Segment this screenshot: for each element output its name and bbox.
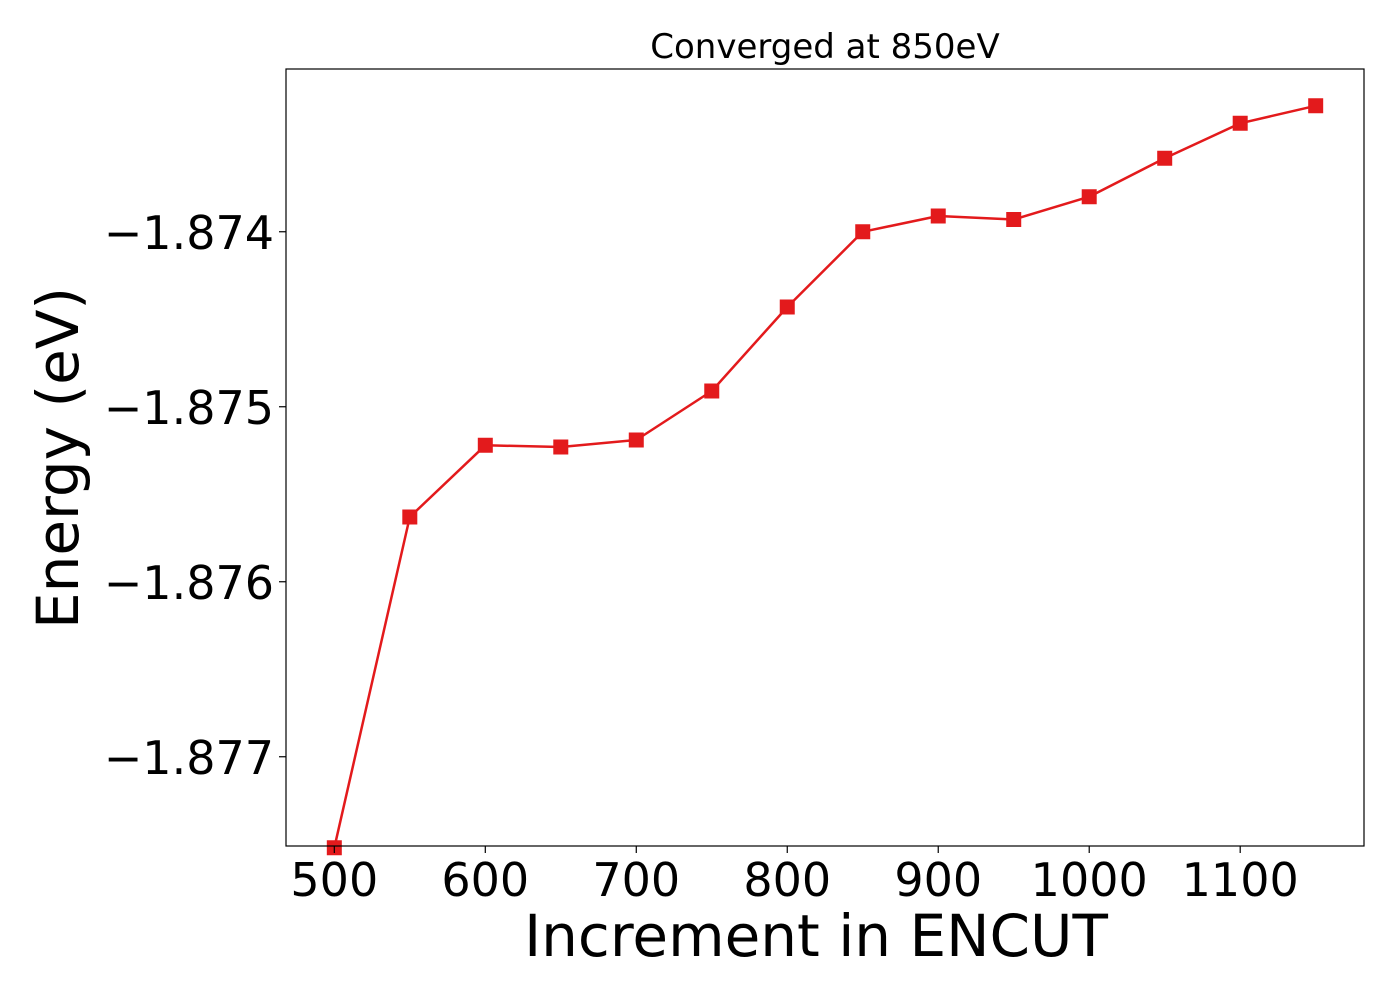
y-tick-label: −1.874 (104, 206, 274, 260)
chart-title: Converged at 850eV (650, 27, 999, 67)
y-tick-label: −1.876 (104, 556, 274, 610)
x-tick-label: 1000 (1031, 853, 1148, 907)
data-point-marker (930, 208, 946, 224)
plot-series (326, 98, 1324, 856)
x-tick-label: 900 (894, 853, 982, 907)
data-point-marker (1232, 115, 1248, 131)
data-point-marker (779, 299, 795, 315)
data-point-marker (1006, 212, 1022, 227)
data-point-marker (1081, 189, 1097, 205)
series-line (333, 104, 1316, 849)
y-tick-label: −1.875 (104, 381, 274, 435)
plot-frame (285, 68, 1365, 847)
x-tick-label: 700 (592, 853, 680, 907)
x-axis-ticks: 500 600 700 800 900 1000 1100 (290, 846, 1299, 907)
y-axis-label: Energy (eV) (24, 287, 92, 629)
x-axis-label: Increment in ENCUT (524, 902, 1108, 970)
data-point-marker (628, 432, 644, 448)
data-point-marker (1157, 150, 1173, 166)
data-point-marker (855, 224, 871, 240)
data-point-marker (704, 383, 720, 399)
data-point-marker (1308, 98, 1324, 114)
data-point-marker (402, 509, 418, 525)
y-tick-label: −1.877 (104, 731, 274, 785)
x-tick-label: 1100 (1182, 853, 1299, 907)
x-tick-label: 500 (290, 853, 378, 907)
x-tick-label: 600 (441, 853, 529, 907)
y-axis-ticks: −1.874 −1.875 −1.876 −1.877 (104, 206, 286, 785)
data-point-marker (477, 437, 493, 453)
data-point-marker (553, 439, 569, 455)
x-tick-label: 800 (743, 853, 831, 907)
